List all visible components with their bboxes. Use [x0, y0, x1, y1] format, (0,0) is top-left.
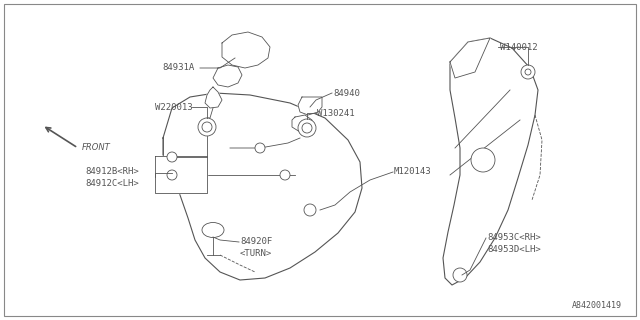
Polygon shape [163, 93, 362, 280]
Polygon shape [298, 97, 322, 115]
Text: 84912C<LH>: 84912C<LH> [85, 179, 139, 188]
Polygon shape [443, 38, 538, 285]
Text: A842001419: A842001419 [572, 301, 622, 310]
Text: 84953C<RH>: 84953C<RH> [487, 234, 541, 243]
Text: <TURN>: <TURN> [240, 249, 272, 258]
Circle shape [280, 170, 290, 180]
Polygon shape [222, 32, 270, 68]
Polygon shape [450, 38, 490, 78]
Circle shape [471, 148, 495, 172]
Circle shape [198, 118, 216, 136]
Circle shape [255, 143, 265, 153]
Text: 84940: 84940 [333, 89, 360, 98]
Circle shape [167, 170, 177, 180]
Text: 84931A: 84931A [163, 63, 195, 73]
Polygon shape [213, 65, 242, 87]
Polygon shape [292, 115, 312, 132]
Ellipse shape [202, 222, 224, 237]
Text: M120143: M120143 [394, 167, 431, 177]
Circle shape [298, 119, 316, 137]
Polygon shape [155, 156, 207, 193]
Circle shape [202, 122, 212, 132]
Text: 84912B<RH>: 84912B<RH> [85, 167, 139, 177]
Circle shape [453, 268, 467, 282]
Circle shape [302, 123, 312, 133]
Circle shape [167, 152, 177, 162]
Text: 84953D<LH>: 84953D<LH> [487, 244, 541, 253]
Circle shape [304, 204, 316, 216]
Text: FRONT: FRONT [82, 143, 111, 153]
Circle shape [525, 69, 531, 75]
Circle shape [521, 65, 535, 79]
Text: W130241: W130241 [317, 108, 355, 117]
Text: W140012: W140012 [500, 43, 538, 52]
Text: W220013: W220013 [156, 102, 193, 111]
Polygon shape [205, 87, 222, 108]
Text: 84920F: 84920F [240, 237, 272, 246]
